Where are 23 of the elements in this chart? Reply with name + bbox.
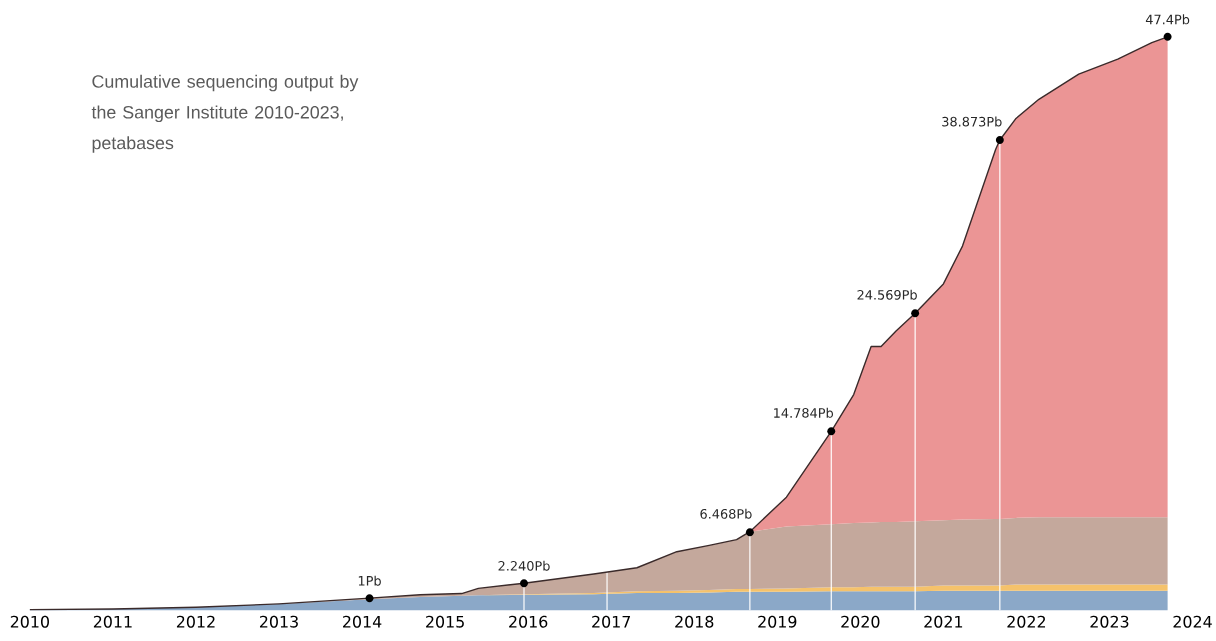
x-tick-label: 2020 <box>841 615 880 628</box>
x-tick-label: 2021 <box>924 615 963 628</box>
x-tick-label: 2011 <box>93 615 132 628</box>
annotation: 6.468Pb <box>700 508 752 519</box>
x-tick-label: 2010 <box>10 615 49 628</box>
x-tick-label: 2016 <box>509 615 548 628</box>
x-tick-label: 2023 <box>1090 615 1129 628</box>
annotation: 2.240Pb <box>498 560 550 571</box>
x-tick-label: 2015 <box>426 615 464 628</box>
annotation: 24.569Pb <box>857 289 917 300</box>
annotation: 14.784Pb <box>774 407 834 418</box>
x-tick-label: 2018 <box>675 615 714 628</box>
x-tick-label: 2022 <box>1007 615 1046 628</box>
x-tick-label: 2013 <box>259 615 298 628</box>
x-tick-label: 2024 <box>1173 615 1212 628</box>
x-tick-label: 2014 <box>343 615 382 628</box>
annotation: 47.4Pb <box>1145 14 1190 25</box>
x-tick-label: 2019 <box>758 615 797 628</box>
x-tick-label: 2017 <box>592 615 631 628</box>
annotation: 1Pb <box>358 575 381 586</box>
text: Cumulative sequencing output by the Sanger Institute 2010-2023, petabases <box>91 74 359 153</box>
x-tick-label: 2012 <box>176 615 215 628</box>
annotation: 38.873Pb <box>942 116 1002 127</box>
